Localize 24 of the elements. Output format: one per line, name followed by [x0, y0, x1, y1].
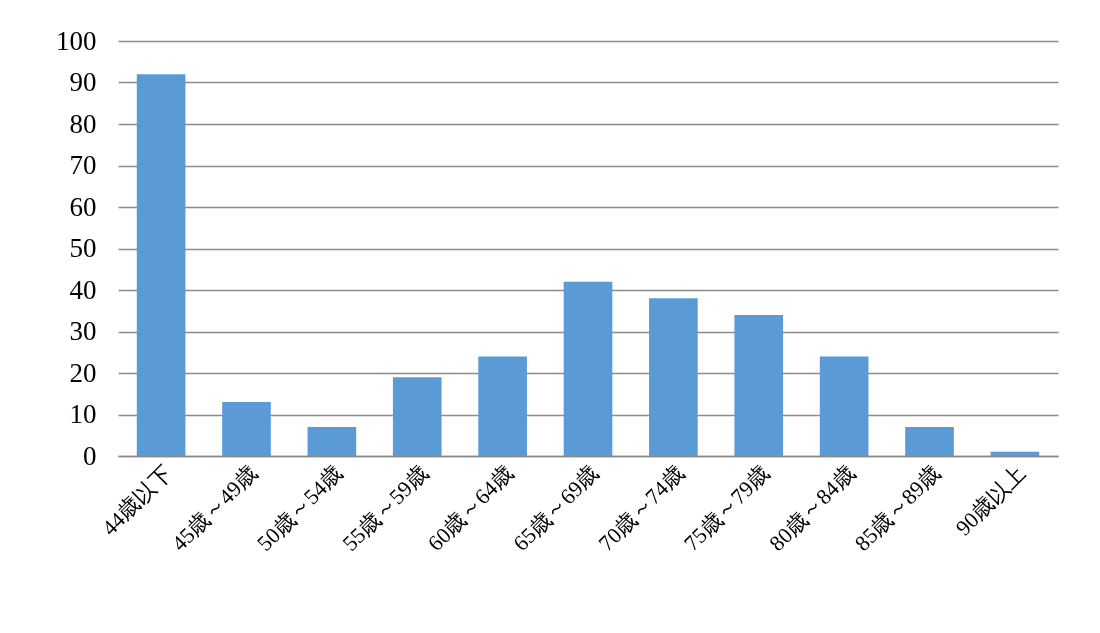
y-tick-label: 0 [83, 440, 97, 471]
y-tick-label: 30 [69, 316, 97, 346]
bar [905, 426, 954, 456]
y-tick-label: 80 [69, 108, 97, 139]
bar [392, 377, 442, 456]
bar [222, 402, 271, 456]
y-tick-label: 20 [69, 357, 97, 388]
bar [478, 356, 527, 456]
bar [307, 426, 357, 456]
y-tick-label: 70 [69, 150, 97, 180]
y-tick-label: 90 [69, 67, 97, 97]
bar [563, 281, 613, 456]
y-tick-label: 100 [56, 25, 97, 56]
y-tick-label: 40 [69, 274, 97, 305]
bar [649, 298, 698, 456]
y-tick-label: 10 [69, 399, 97, 429]
x-tick-label: 44歳以下 [96, 460, 177, 541]
bar [990, 451, 1040, 456]
bar [734, 314, 784, 456]
bar [136, 74, 186, 456]
y-tick-label: 50 [69, 233, 97, 263]
y-tick-label: 60 [69, 191, 97, 222]
x-tick-label: 90歳以上 [950, 460, 1031, 541]
bar [819, 356, 869, 456]
